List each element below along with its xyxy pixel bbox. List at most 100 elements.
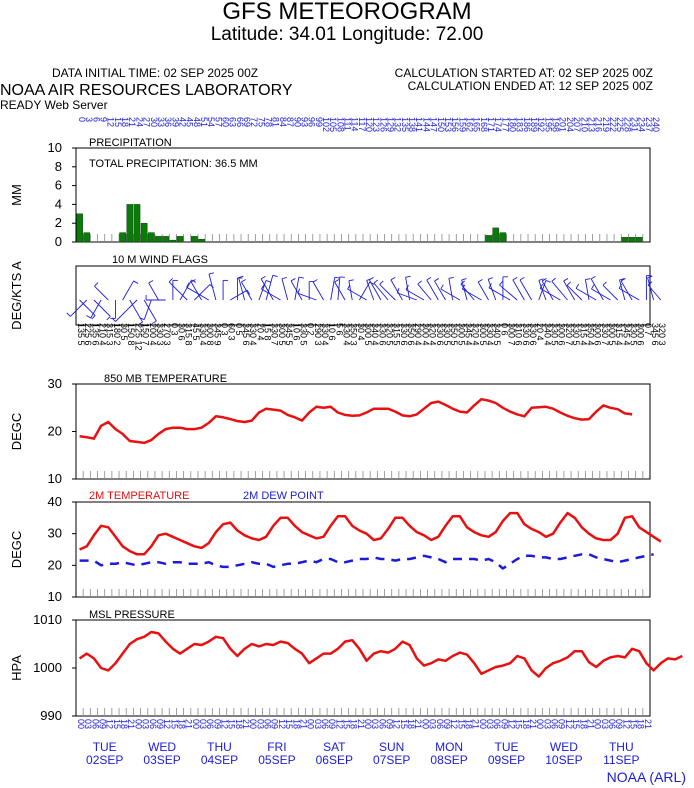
precip-bar [148, 232, 155, 243]
wind-value-label: 320 7 [564, 323, 574, 346]
wind-barb [584, 279, 590, 301]
bottom-hour-label: 03 [313, 719, 323, 729]
bottom-hour-label: 12 [507, 719, 517, 729]
temp2m-line [79, 511, 662, 556]
bottom-hour-label: 12 [621, 719, 631, 729]
day-label: WED [148, 740, 176, 754]
wind-value-label: 20 4 [255, 323, 265, 341]
wind-value-label: 300 6 [636, 323, 646, 346]
wind-value-label: 330 4 [320, 323, 330, 346]
bottom-hour-label: 06 [90, 719, 100, 729]
wind-value-label: 10 6 [327, 323, 337, 341]
y-tick-label: 20 [48, 424, 62, 439]
forecast-hour-label: 177 [500, 117, 510, 132]
wind-value-label: 320 4 [471, 323, 481, 346]
wind-value-label: 320 5 [385, 323, 395, 346]
wind-barb-flag [461, 278, 467, 281]
wind-barb [330, 277, 336, 301]
wind-value-label: 330 5 [550, 323, 560, 346]
wind-barb-flag [238, 275, 244, 279]
wind-barb [368, 279, 382, 301]
y-axis-label: DEGC [9, 413, 24, 451]
forecast-hour-label: 162 [464, 117, 474, 132]
wind-value-label: 300 6 [557, 323, 567, 346]
y-tick-label: 0 [55, 234, 62, 249]
credit-label: NOAA (ARL) [606, 769, 686, 785]
forecast-hour-label: 102 [321, 117, 331, 132]
precip-bar [176, 236, 184, 243]
wind-barb [261, 288, 281, 301]
y-tick-label: 1010 [33, 612, 62, 627]
wind-value-label: 330 6 [528, 323, 538, 346]
wind-barb-flag [148, 280, 154, 284]
wind-barb-flag [519, 277, 525, 281]
bottom-hour-label: 15 [514, 719, 524, 729]
bottom-hour-label: 21 [643, 719, 653, 729]
precip-bar [628, 237, 636, 243]
precip-bar [133, 204, 141, 243]
wind-barb [297, 292, 317, 301]
wind-barb [143, 299, 152, 320]
wind-barb [591, 288, 611, 301]
bottom-hour-label: 00 [76, 719, 86, 729]
wind-barb-flag [602, 281, 607, 286]
forecast-hour-label: 36 [163, 117, 173, 127]
day-label: THU [207, 740, 232, 754]
location-label: Latitude: 34.01 Longitude: 72.00 [210, 24, 484, 45]
wind-barb-flag [575, 283, 579, 289]
bottom-hour-label: 09 [155, 719, 165, 729]
forecast-hour-label: 207 [572, 117, 582, 132]
wind-barb-flag [448, 277, 454, 279]
wind-barb [260, 278, 274, 301]
wind-barb-flag [591, 284, 595, 290]
y-tick-label: 20 [48, 557, 62, 572]
bottom-hour-label: 09 [98, 719, 108, 729]
wind-value-label: 345 6 [650, 323, 660, 346]
wind-barb-flag [405, 285, 409, 290]
forecast-hour-label: 45 [185, 117, 195, 127]
bottom-hour-label: 00 [535, 719, 545, 729]
forecast-hour-label: 144 [421, 117, 431, 132]
forecast-hour-label: 222 [608, 117, 618, 132]
bottom-hour-label: 06 [148, 719, 158, 729]
wind-barb [618, 288, 640, 301]
server-label: READY Web Server [0, 98, 108, 112]
forecast-hour-label: 216 [594, 117, 604, 132]
wind-value-label: 345 5 [284, 323, 294, 346]
y-tick-label: 10 [48, 140, 62, 155]
forecast-hour-label: 138 [407, 117, 417, 132]
y-tick-label: 4 [55, 196, 62, 211]
wind-barb-flag [440, 284, 444, 290]
wind-barb-flag [312, 279, 318, 283]
bottom-hour-label: 18 [406, 719, 416, 729]
forecast-hour-label: 123 [371, 117, 381, 132]
wind-barb-flag [297, 288, 301, 294]
wind-value-label: 0 3 [169, 323, 179, 336]
forecast-hour-label: 204 [565, 117, 575, 132]
forecast-hour-label: 165 [472, 117, 482, 132]
bottom-hour-label: 03 [198, 719, 208, 729]
precip-bar [191, 236, 198, 243]
wind-value-label: 345 9 [212, 323, 222, 346]
bottom-hour-label: 00 [593, 719, 603, 729]
y-tick-label: 8 [55, 159, 62, 174]
bottom-hour-label: 18 [578, 719, 588, 729]
forecast-hour-label: 39 [170, 117, 180, 127]
date-label: 09SEP [488, 753, 525, 767]
forecast-hour-label: 3 [84, 117, 94, 122]
pressure-title: MSL PRESSURE [89, 609, 175, 621]
wind-barb [190, 281, 202, 301]
wind-barb [238, 277, 246, 301]
bottom-hour-label: 06 [263, 719, 273, 729]
wind-barb [462, 288, 482, 301]
wind-value-label: 345 4 [621, 323, 631, 346]
y-axis-label: MM [9, 184, 24, 206]
bottom-hour-label: 18 [521, 719, 531, 729]
bottom-hour-label: 12 [392, 719, 402, 729]
date-label: 02SEP [86, 753, 123, 767]
wind-value-label: 330 4 [248, 323, 258, 346]
wind-barb-flag [86, 315, 91, 319]
forecast-hour-label: 0 [77, 117, 87, 122]
bottom-hour-label: 00 [248, 719, 258, 729]
bottom-hour-label: 00 [420, 719, 430, 729]
